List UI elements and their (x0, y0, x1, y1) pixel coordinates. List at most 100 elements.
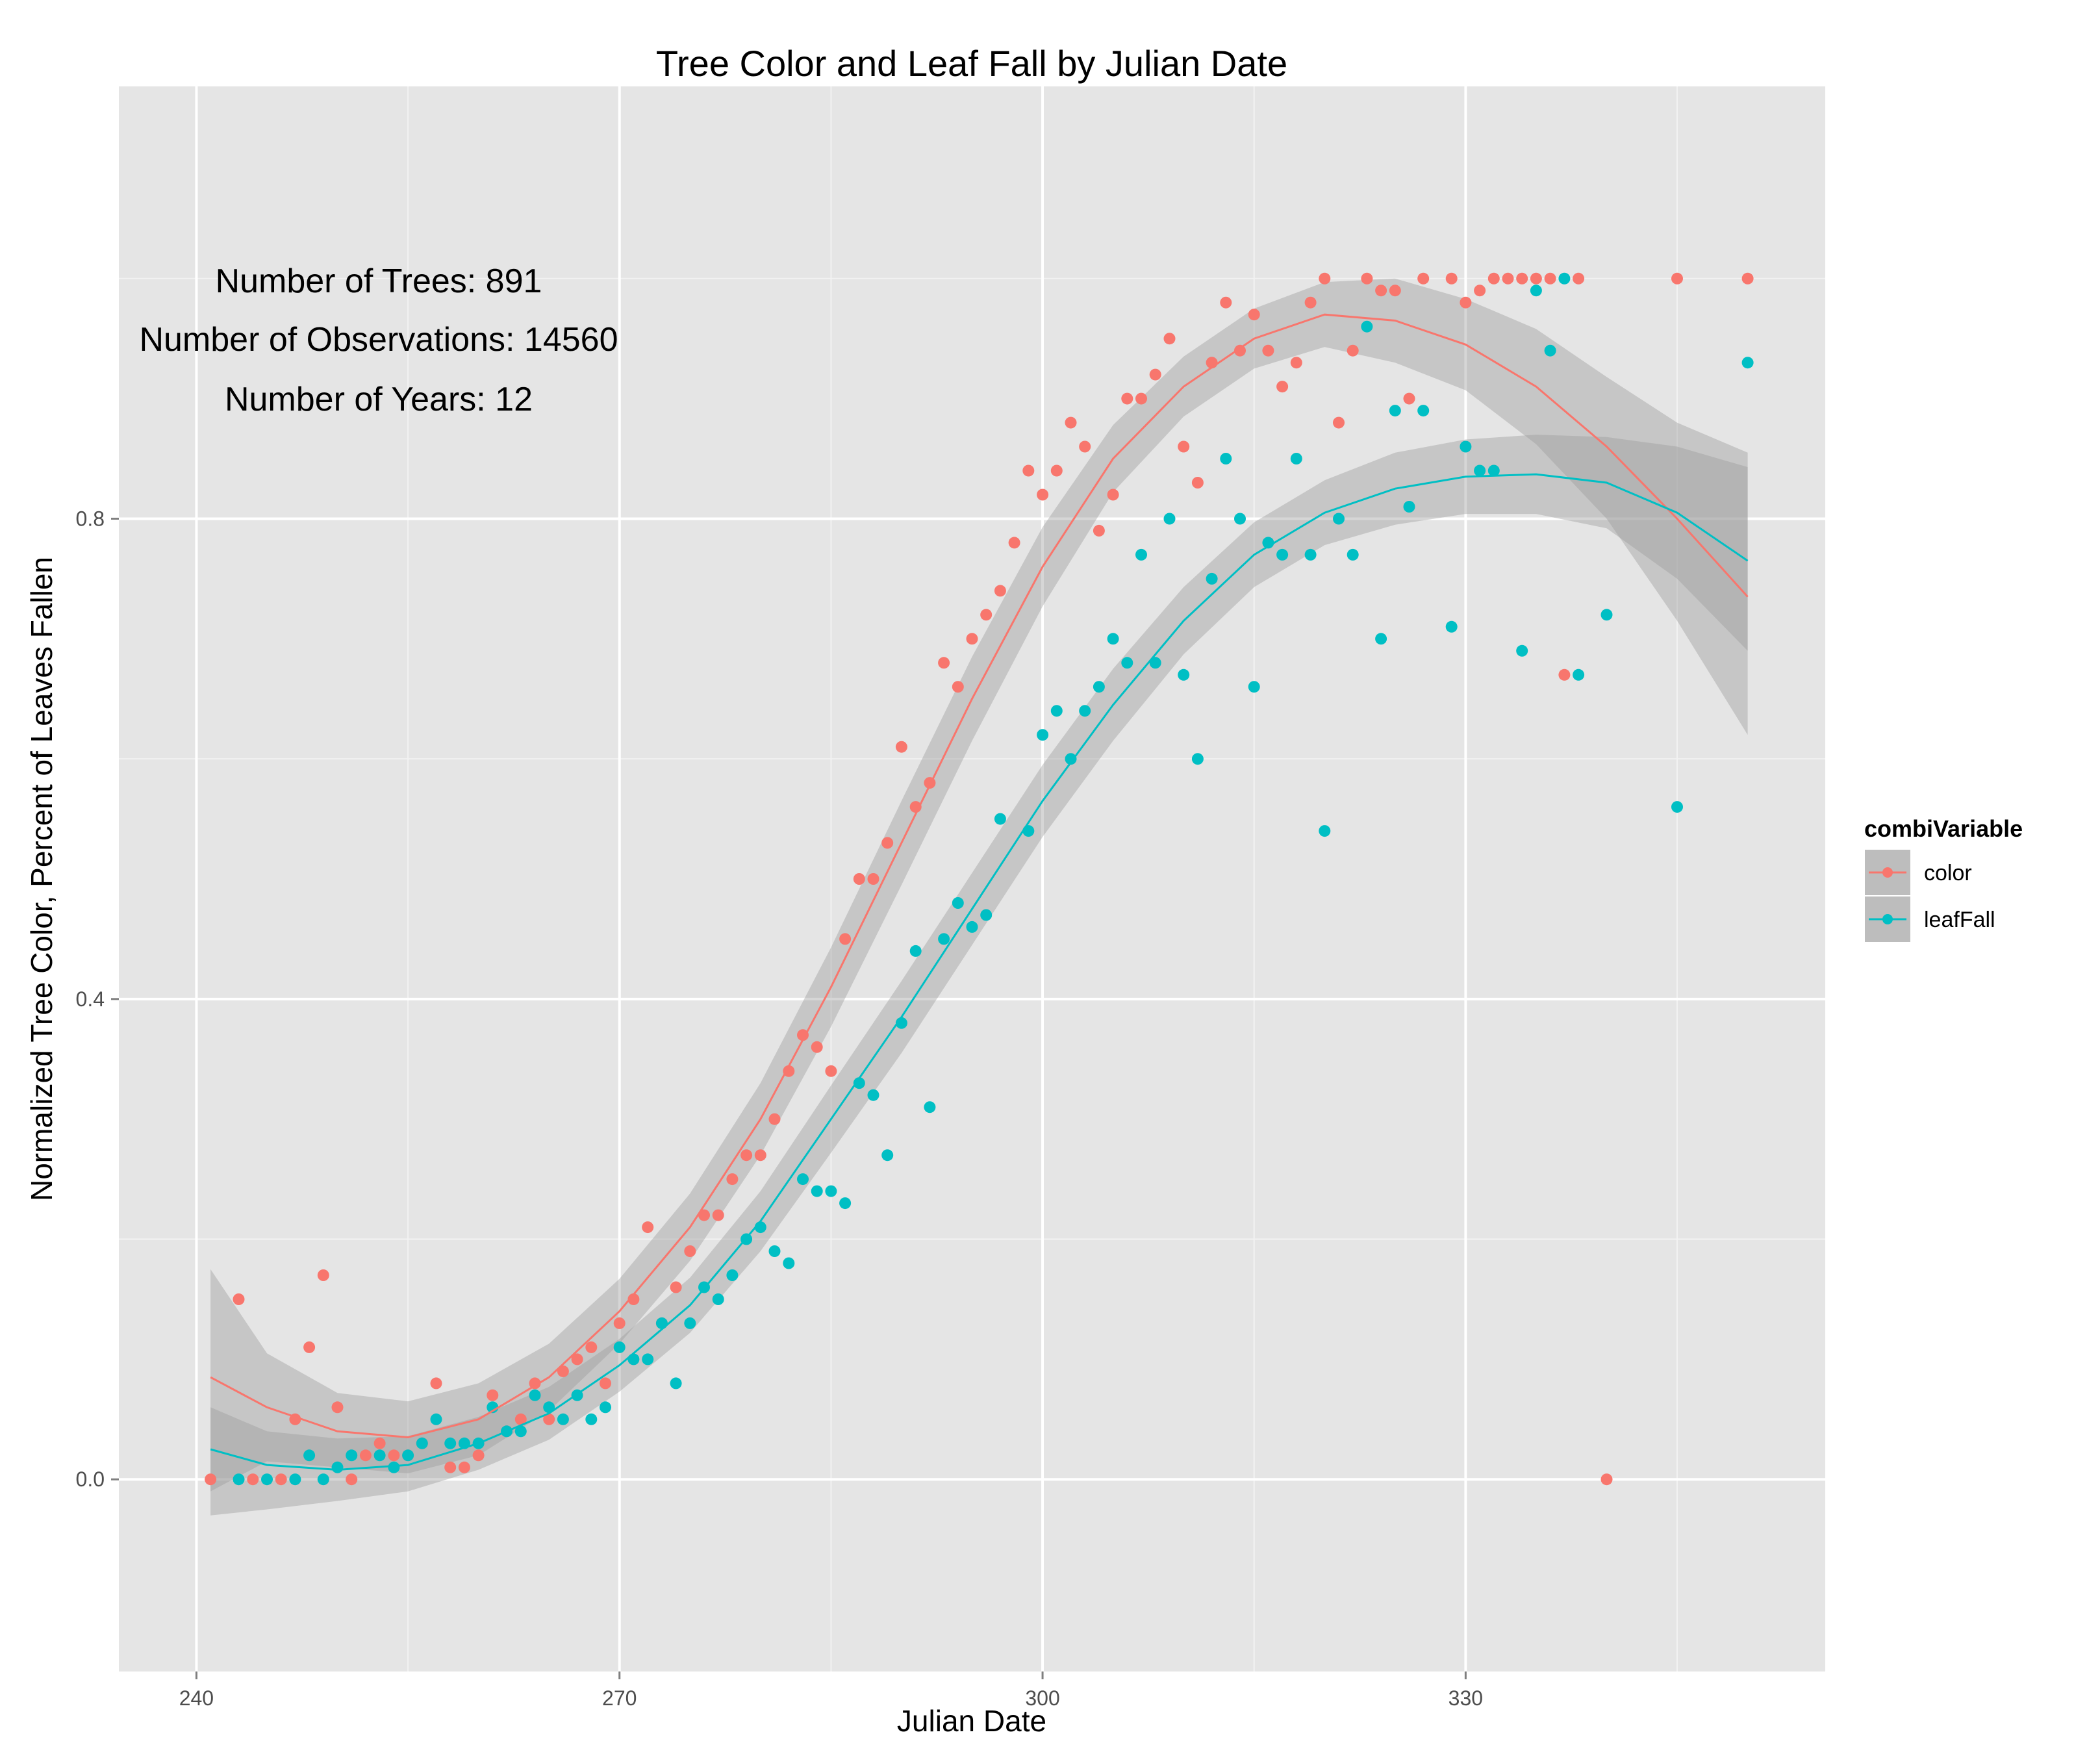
point-leafFall (966, 921, 978, 933)
point-leafFall (557, 1413, 569, 1425)
point-color (712, 1209, 724, 1221)
point-leafFall (585, 1413, 598, 1425)
point-color (1573, 272, 1585, 285)
point-color (938, 657, 950, 669)
point-leafFall (233, 1473, 245, 1486)
point-leafFall (1389, 405, 1401, 417)
point-leafFall (1530, 285, 1542, 297)
point-color (740, 1149, 753, 1162)
legend-title: combiVariable (1864, 815, 2023, 842)
chart-title: Tree Color and Leaf Fall by Julian Date (656, 43, 1287, 84)
point-color (205, 1473, 217, 1486)
point-color (444, 1461, 457, 1473)
y-tick-label: 0.0 (76, 1468, 105, 1491)
legend: combiVariable color leafFall (1864, 815, 2023, 943)
point-color (867, 873, 879, 885)
point-color (1163, 333, 1176, 345)
point-color (1417, 272, 1430, 285)
point-leafFall (994, 813, 1006, 825)
point-leafFall (1304, 548, 1317, 561)
point-color (430, 1377, 442, 1390)
point-color (1107, 489, 1119, 501)
point-leafFall (402, 1449, 414, 1462)
point-leafFall (1445, 620, 1458, 633)
legend-dot-color (1882, 867, 1893, 878)
point-leafFall (1178, 668, 1190, 681)
point-leafFall (1361, 320, 1373, 333)
point-leafFall (811, 1185, 823, 1197)
point-leafFall (529, 1389, 541, 1401)
point-color (373, 1437, 386, 1449)
legend-dot-leaffall (1882, 914, 1893, 924)
point-color (1093, 524, 1105, 537)
point-color (1248, 309, 1260, 321)
point-leafFall (1417, 405, 1430, 417)
point-color (1333, 416, 1345, 429)
point-leafFall (726, 1269, 739, 1281)
point-color (825, 1065, 837, 1077)
point-color (670, 1281, 682, 1293)
y-tick-label: 0.8 (76, 507, 105, 530)
point-leafFall (1022, 825, 1035, 837)
point-leafFall (881, 1149, 894, 1162)
point-leafFall (1558, 272, 1571, 285)
point-leafFall (303, 1449, 316, 1462)
point-color (529, 1377, 541, 1390)
point-leafFall (684, 1317, 696, 1329)
point-color (1234, 344, 1246, 357)
point-color (247, 1473, 259, 1486)
major-gridlines (119, 86, 1825, 1671)
point-leafFall (627, 1353, 640, 1366)
point-leafFall (600, 1401, 611, 1414)
point-leafFall (712, 1293, 724, 1305)
point-color (1304, 296, 1317, 309)
x-tick-label: 240 (179, 1686, 214, 1710)
point-color (881, 837, 894, 849)
point-color (1389, 285, 1401, 297)
point-color (783, 1065, 795, 1077)
point-leafFall (1191, 753, 1204, 765)
point-leafFall (1050, 705, 1063, 717)
point-leafFall (783, 1257, 795, 1269)
point-leafFall (1220, 453, 1232, 464)
point-leafFall (670, 1377, 682, 1390)
point-color (317, 1269, 329, 1281)
point-color (1319, 272, 1331, 285)
point-leafFall (1121, 657, 1133, 669)
point-color (1474, 285, 1486, 297)
point-color (1671, 272, 1683, 285)
point-color (839, 933, 852, 945)
point-leafFall (1079, 705, 1091, 717)
point-leafFall (373, 1449, 386, 1462)
point-color (359, 1449, 372, 1462)
point-leafFall (346, 1449, 358, 1462)
x-axis-ticks: 240 270 300 330 (179, 1671, 1483, 1710)
point-leafFall (1107, 633, 1119, 645)
point-color (952, 681, 964, 693)
point-color (487, 1389, 499, 1401)
x-tick-label: 300 (1025, 1686, 1059, 1710)
point-color (684, 1245, 696, 1257)
point-color (1290, 357, 1302, 369)
point-color (1276, 381, 1289, 393)
point-color (754, 1149, 766, 1162)
point-color (1050, 464, 1063, 477)
point-color (472, 1449, 485, 1462)
point-color (1558, 668, 1571, 681)
point-color (613, 1317, 626, 1329)
point-leafFall (1403, 501, 1415, 513)
point-leafFall (388, 1461, 400, 1473)
point-leafFall (952, 897, 964, 909)
point-leafFall (1037, 729, 1049, 741)
point-leafFall (839, 1197, 852, 1210)
point-color (585, 1341, 598, 1353)
smooth-line-leafFall (210, 473, 1749, 1471)
point-leafFall (853, 1077, 865, 1089)
point-color (571, 1353, 583, 1366)
data-points (205, 272, 1754, 1486)
point-color (346, 1473, 358, 1486)
point-leafFall (1234, 513, 1246, 525)
point-color (1516, 272, 1528, 285)
point-leafFall (416, 1437, 428, 1449)
point-color (1741, 272, 1754, 285)
